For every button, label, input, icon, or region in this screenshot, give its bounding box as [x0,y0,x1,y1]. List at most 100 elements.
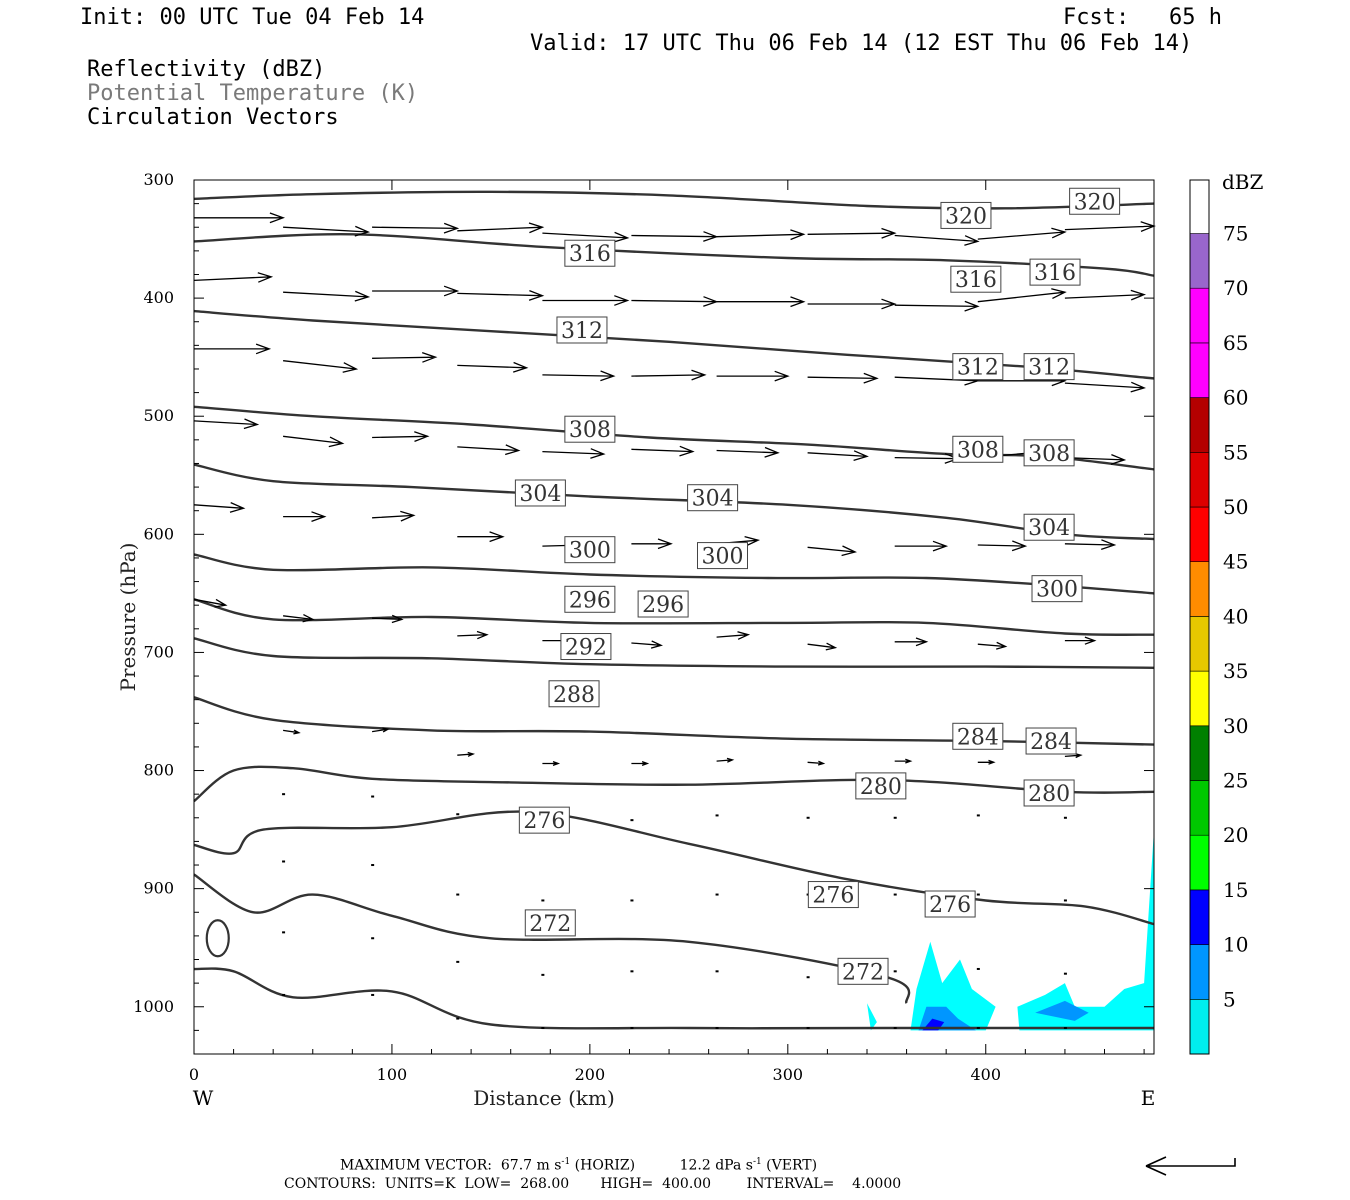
circulation-vector [807,642,838,651]
contour-label-box [924,890,976,918]
contour-label-text: 300 [1036,578,1078,603]
colorbar-label: 65 [1223,331,1248,355]
circulation-vector [1064,753,1083,759]
circulation-vector [457,630,489,640]
colorbar-swatch [1189,944,1210,1000]
west-label: W [193,1086,214,1110]
circulation-vector [894,540,949,552]
circulation-vector [1064,539,1117,551]
contour-label-box [1069,187,1121,215]
contour-label-box [1023,513,1075,541]
contour-label-box [855,772,907,800]
circulation-vector [193,502,246,513]
circulation-vector [716,370,790,382]
circulation-vector [716,446,780,458]
colorbar-label: 40 [1223,604,1248,628]
horiz-label: (HORIZ) [570,1157,636,1174]
circulation-vector [542,295,630,306]
contour-label-box [1023,439,1075,467]
contour-label-312: 312 [1023,353,1075,381]
circulation-vector-small [282,860,286,863]
colorbar-swatch [1189,233,1210,289]
circulation-vector [1064,453,1127,465]
colorbar-label: 25 [1223,769,1248,793]
circulation-vector-small [1063,816,1067,819]
forecast-hour: Fcst: 65 h [1063,5,1222,30]
circulation-vector-small [630,970,634,973]
circulation-vector-small [893,893,897,896]
circulation-vector [894,637,929,647]
y-tick-label: 400 [143,288,174,307]
circulation-vector-small [806,1027,810,1030]
contour-label-284: 284 [1025,727,1077,755]
contour-label-text: 276 [812,884,854,909]
circulation-vector [807,227,897,239]
circulation-vector-small [541,1027,545,1030]
contour-label-280: 280 [1023,779,1075,807]
circulation-vector [1064,289,1147,301]
contour-label-text: 320 [945,204,987,229]
contour-label-text: 316 [1034,261,1076,286]
contour-label-text: 304 [519,482,561,507]
circulation-vector [977,540,1028,552]
circulation-vector [194,212,286,224]
circulation-vector-small [715,814,719,817]
circulation-vector [1064,636,1097,645]
y-tick-label: 600 [143,524,174,543]
colorbar-label: 70 [1223,276,1248,300]
contour-label-text: 300 [569,539,611,564]
colorbar-title: dBZ [1222,170,1264,194]
circulation-vector-small [976,814,980,817]
circulation-vector-small [371,993,375,996]
contour-label-text: 316 [569,242,611,267]
circulation-vector-small [893,1027,897,1030]
circulation-vector-small [282,793,286,796]
circulation-vector [457,289,545,301]
circulation-vector [193,598,228,608]
contour-label-text: 276 [523,809,565,834]
circulation-vector [977,759,996,765]
contour-label-box [1023,353,1075,381]
circulation-vector-small [893,816,897,819]
circulation-vector-small [976,893,980,896]
circulation-vector-small [976,967,980,970]
reflectivity-region-5dbz [1017,829,1154,1031]
field-circulation-vectors: Circulation Vectors [87,105,339,130]
circulation-vector [542,231,630,243]
contour-label-text: 288 [553,683,595,708]
y-tick-label: 800 [143,761,174,780]
x-tick-label: 400 [970,1065,1001,1084]
contour-label-box [837,957,889,985]
contour-label-text: 308 [1028,442,1070,467]
contour-label-276: 276 [924,890,976,918]
plot-frame [193,179,1155,1055]
circulation-vector-small [371,937,375,940]
contour-label-276: 276 [807,881,859,909]
contour-label-304: 304 [1023,513,1075,541]
colorbar-swatch [1189,780,1210,836]
contour-label-box [564,585,616,613]
contour-label-296: 296 [564,585,616,613]
circulation-vector [457,361,529,373]
contour-label-304: 304 [514,479,566,507]
colorbar-swatch [1189,889,1210,945]
contour-label-box [518,806,570,834]
contour-label-box [687,484,739,512]
contour-label-308: 308 [564,415,616,443]
valid-time: Valid: 17 UTC Thu 06 Feb 14 (12 EST Thu … [530,31,1193,56]
contour-label-292: 292 [560,633,612,661]
circulation-vector-small [456,960,460,963]
contour-label-box [952,435,1004,463]
field-potential-temperature: Potential Temperature (K) [87,81,419,106]
circulation-vector [631,760,650,767]
circulation-vector [283,511,327,523]
colorbar-swatch [1189,451,1210,508]
circulation-vector [807,760,826,766]
circulation-vector [807,372,879,384]
contour-label-304: 304 [687,484,739,512]
circulation-vector [283,729,301,735]
contour-label-316: 316 [950,265,1002,293]
circulation-vector [372,222,460,234]
contour-label-312: 312 [952,353,1004,381]
circulation-vector-small [976,1027,980,1030]
